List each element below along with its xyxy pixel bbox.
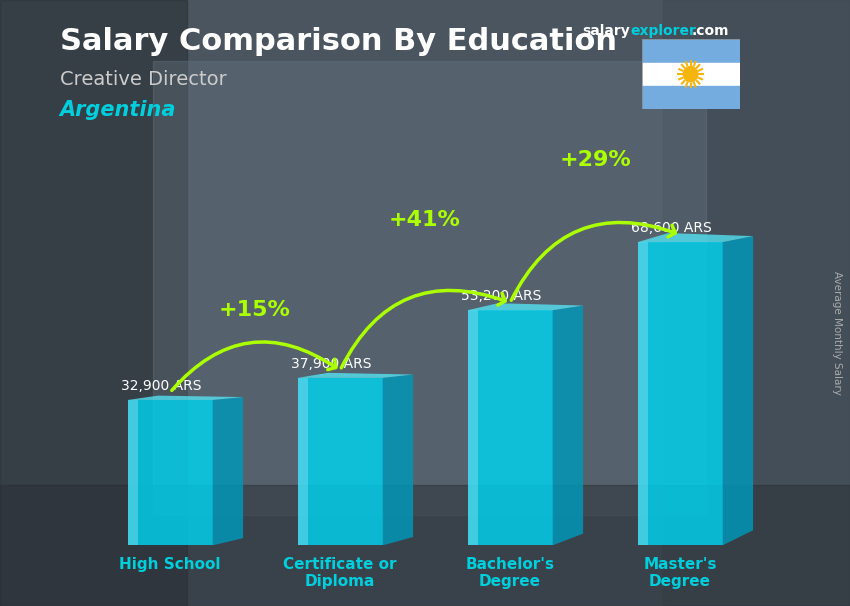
Bar	[638, 242, 722, 545]
Polygon shape	[638, 233, 753, 242]
Text: 53,200 ARS: 53,200 ARS	[462, 290, 541, 304]
Bar	[642, 86, 740, 109]
Text: Creative Director: Creative Director	[60, 70, 226, 88]
Text: Salary Comparison By Education: Salary Comparison By Education	[60, 27, 616, 56]
Text: +29%: +29%	[559, 150, 631, 170]
Text: 32,900 ARS: 32,900 ARS	[122, 379, 201, 393]
Bar	[663, 0, 850, 606]
Bar	[642, 62, 740, 86]
Text: .com: .com	[692, 24, 729, 38]
Bar	[0, 0, 187, 606]
Bar	[128, 400, 138, 545]
Bar	[298, 378, 308, 545]
Polygon shape	[552, 305, 583, 545]
Text: 68,600 ARS: 68,600 ARS	[631, 221, 711, 235]
Bar	[468, 310, 552, 545]
Bar	[0, 485, 850, 606]
Text: +15%: +15%	[219, 300, 291, 320]
Text: salary: salary	[582, 24, 630, 38]
Polygon shape	[382, 375, 413, 545]
Bar	[468, 310, 478, 545]
Text: Average Monthly Salary: Average Monthly Salary	[832, 271, 842, 395]
Polygon shape	[128, 396, 243, 400]
Circle shape	[683, 67, 698, 82]
Polygon shape	[212, 397, 243, 545]
Text: 37,900 ARS: 37,900 ARS	[292, 357, 371, 371]
Polygon shape	[722, 236, 753, 545]
Text: explorer: explorer	[631, 24, 697, 38]
Bar	[298, 378, 382, 545]
Polygon shape	[298, 373, 413, 378]
Text: +41%: +41%	[389, 210, 461, 230]
Polygon shape	[468, 303, 583, 310]
Bar	[638, 242, 648, 545]
Bar	[153, 61, 705, 515]
Bar	[128, 400, 212, 545]
Text: Argentina: Argentina	[60, 100, 176, 120]
Bar	[642, 39, 740, 62]
